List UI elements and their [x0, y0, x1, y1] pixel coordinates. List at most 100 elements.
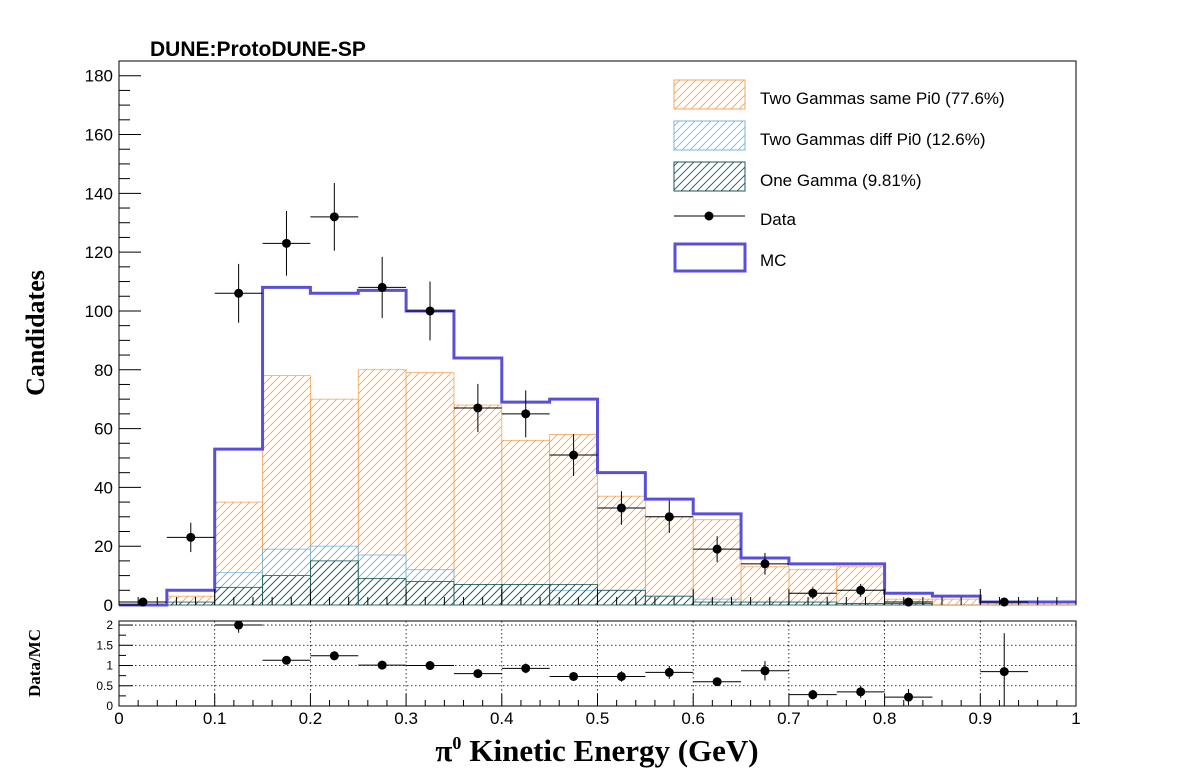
- legend-swatch-one-gamma: [673, 161, 746, 192]
- ratio-point-marker: [760, 666, 770, 676]
- ratio-point: [453, 669, 502, 679]
- data-point-marker: [712, 544, 722, 554]
- hist-bar-one-gamma: [692, 601, 742, 606]
- data-point-marker: [856, 585, 866, 595]
- hist-bar-one-gamma: [166, 601, 216, 606]
- data-point-marker: [808, 588, 818, 598]
- x-tick-label: 1: [1071, 709, 1080, 728]
- ratio-y-tick-label: 0: [106, 699, 113, 713]
- data-point-marker: [377, 282, 387, 292]
- data-point: [549, 434, 598, 476]
- y-axis-title: Candidates: [21, 270, 50, 396]
- x-tick-label: 0.3: [394, 709, 418, 728]
- ratio-y-axis: 0 0.5 1 1.5 2: [96, 618, 133, 713]
- data-point-marker: [616, 503, 626, 513]
- y-axis: 0 20 40 60 80 100 120 140 160 180: [85, 60, 141, 615]
- data-point: [119, 597, 167, 607]
- x-axis-title-superscript: 0: [452, 733, 461, 753]
- y-tick-label: 20: [94, 537, 113, 556]
- ratio-point-marker: [377, 660, 387, 670]
- hist-bar-one-gamma: [836, 603, 885, 606]
- data-points: [119, 183, 1029, 607]
- x-tick-label: 0.4: [490, 709, 514, 728]
- data-point-marker: [999, 597, 1009, 607]
- y-tick-label: 180: [85, 67, 113, 86]
- x-tick-label: 0.8: [873, 709, 897, 728]
- main-plot: 0 20 40 60 80 100 120 140 160 180 Candidates Two …: [21, 60, 1077, 615]
- hist-bar-one-gamma: [644, 595, 694, 606]
- hist-bar-two-gammas-same: [501, 439, 551, 606]
- data-point-marker: [569, 450, 579, 460]
- x-tick-label: 0.6: [681, 709, 705, 728]
- ratio-point: [358, 660, 407, 670]
- hist-bar-two-gammas-same: [692, 519, 742, 606]
- y-tick-label: 100: [85, 302, 113, 321]
- legend-label-data: Data: [760, 210, 796, 229]
- ratio-point: [501, 663, 550, 674]
- ratio-point-marker: [425, 661, 435, 671]
- ratio-point-marker: [999, 667, 1009, 677]
- mc-step-path: [119, 285, 1076, 607]
- ratio-point-marker: [904, 692, 914, 702]
- ratio-x-axis: 0 0.1 0.2 0.3 0.4 0.5 0.6 0.7 0.8 0.9 1: [114, 694, 1081, 728]
- ratio-point-marker: [281, 655, 291, 665]
- ratio-y-tick-label: 1.5: [96, 638, 113, 652]
- data-point-marker: [138, 597, 148, 607]
- ratio-point: [597, 671, 646, 682]
- x-tick-label: 0.1: [203, 709, 227, 728]
- y-tick-label: 120: [85, 243, 113, 262]
- data-point-marker: [186, 532, 196, 542]
- ratio-point-marker: [329, 651, 339, 661]
- ratio-point: [214, 620, 263, 633]
- legend-label-mc: MC: [760, 251, 786, 270]
- ratio-point: [406, 661, 454, 671]
- hist-bar-one-gamma: [501, 584, 551, 606]
- x-axis-ticks: [118, 589, 1077, 605]
- ratio-point: [310, 651, 359, 661]
- hist-bar-one-gamma: [405, 581, 455, 606]
- hist-bar-one-gamma: [549, 584, 598, 606]
- ratio-point-marker: [234, 620, 244, 630]
- data-point: [310, 183, 359, 251]
- hist-bar-one-gamma: [453, 584, 503, 606]
- x-tick-label: 0: [114, 709, 123, 728]
- data-point-marker: [760, 559, 770, 569]
- hist-bar-one-gamma: [788, 601, 838, 606]
- ratio-point-marker: [808, 690, 818, 700]
- data-point: [262, 210, 311, 276]
- data-point: [980, 597, 1029, 607]
- legend-label-one-gamma: One Gamma (9.81%): [760, 171, 922, 190]
- ratio-y-axis-title: Data/MC: [25, 629, 44, 697]
- ratio-point: [645, 665, 694, 679]
- hist-bar-two-gammas-same: [453, 404, 503, 606]
- data-point-marker: [664, 512, 674, 522]
- ratio-point-marker: [473, 669, 483, 679]
- data-point: [741, 552, 789, 575]
- ratio-y-tick-label: 1: [106, 659, 113, 673]
- ratio-point: [262, 655, 311, 665]
- x-axis-title: π0 Kinetic Energy (GeV): [435, 733, 758, 768]
- data-point: [166, 522, 215, 553]
- ratio-plot: 00.511.52 0 0.1 0.2 0.3 0.4 0.5 0.6 0.7 0.8 0.9 1 …: [25, 618, 1081, 728]
- experiment-label: DUNE:ProtoDUNE-SP: [150, 38, 366, 61]
- legend-swatch-two-gammas-same: [673, 79, 746, 110]
- ratio-point: [980, 633, 1029, 706]
- ratio-point-marker: [616, 671, 626, 681]
- ratio-y-tick-label: 2: [106, 618, 113, 632]
- legend-swatch-two-gammas-diff: [673, 120, 746, 151]
- y-tick-label: 0: [104, 596, 113, 615]
- ratio-point: [884, 689, 933, 706]
- data-point-marker: [521, 409, 531, 419]
- hist-bar-two-gammas-same: [932, 598, 981, 606]
- legend-swatch-mc: [673, 242, 747, 273]
- ratio-points: [214, 620, 1029, 706]
- data-point: [645, 500, 694, 533]
- data-point-marker: [473, 403, 483, 413]
- hist-bar-one-gamma: [262, 575, 311, 606]
- x-tick-label: 0.2: [299, 709, 323, 728]
- data-point: [884, 597, 933, 607]
- hist-bar-one-gamma: [214, 586, 263, 606]
- ratio-point-marker: [569, 671, 579, 681]
- data-point: [406, 281, 454, 341]
